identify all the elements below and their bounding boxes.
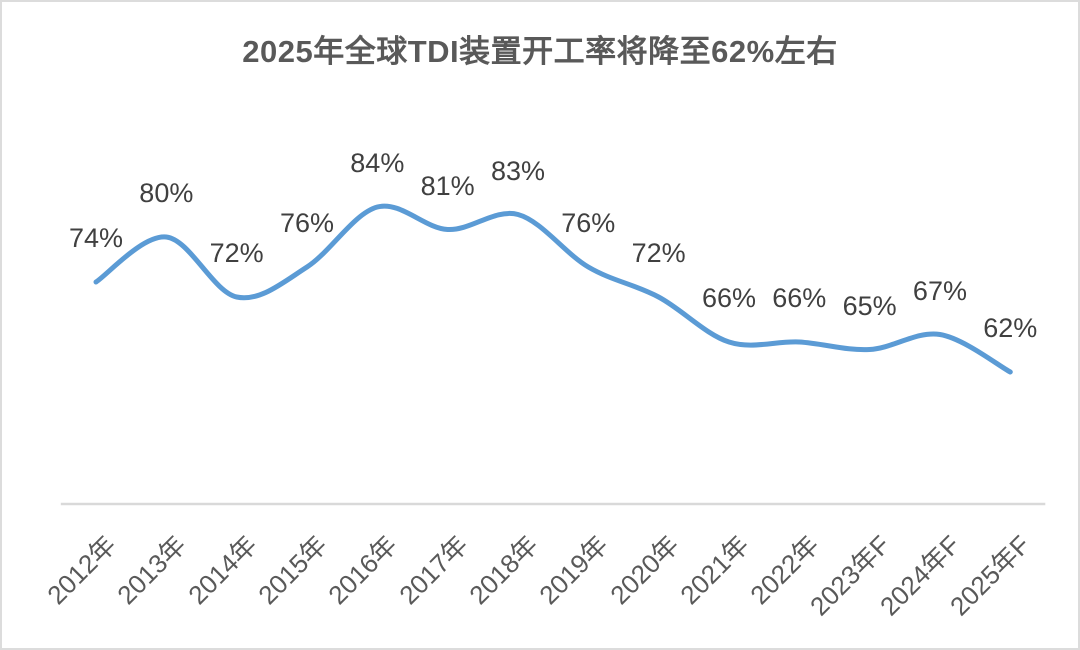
data-label: 72% bbox=[209, 238, 264, 268]
data-label: 83% bbox=[490, 155, 545, 186]
data-label: 80% bbox=[139, 178, 194, 208]
data-label: 66% bbox=[772, 283, 827, 313]
data-label: 84% bbox=[350, 148, 405, 178]
series-line bbox=[93, 203, 1013, 375]
data-label: 74% bbox=[68, 223, 124, 253]
chart-title: 2025年全球TDI装置开工率将降至62%左右 bbox=[242, 34, 838, 69]
data-label: 67% bbox=[912, 275, 967, 306]
data-label: 66% bbox=[701, 283, 756, 313]
data-label: 76% bbox=[561, 208, 616, 238]
data-label: 65% bbox=[842, 290, 897, 321]
data-label: 76% bbox=[279, 208, 334, 238]
data-label: 62% bbox=[983, 313, 1038, 343]
data-label: 72% bbox=[631, 238, 686, 268]
data-label: 81% bbox=[420, 170, 475, 201]
